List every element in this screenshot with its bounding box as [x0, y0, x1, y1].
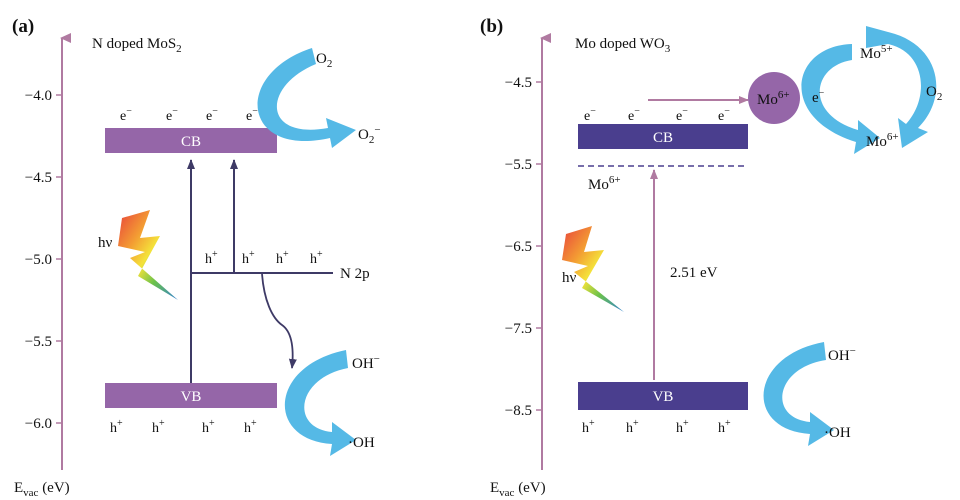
hole-label: h+	[582, 418, 595, 436]
electron-label: e−	[812, 88, 825, 106]
panel-b-valence-band	[578, 382, 748, 410]
panel-a-axis-label: Evac (eV)	[14, 480, 70, 499]
mo5-label: Mo5+	[860, 43, 893, 62]
tick-label: −4.5	[25, 170, 52, 186]
panel-a-photon: hν	[98, 210, 178, 300]
panel-b-cb-electrons: e− e− e− e−	[584, 106, 730, 124]
o2-label: O2	[316, 51, 332, 70]
electron-label: e−	[676, 106, 688, 124]
panel-a-hydroxide-oxidation: OH− ·OH	[284, 350, 380, 456]
panel-a-vb-label: VB	[181, 389, 202, 405]
mo6-label: Mo6+	[866, 131, 899, 150]
hole-label: h+	[205, 249, 218, 267]
panel-b-photon: hν	[562, 226, 624, 312]
hole-label: h+	[110, 418, 123, 436]
dopant-ion-label: Mo6+	[757, 89, 790, 108]
panel-b-cb-label: CB	[653, 130, 673, 146]
tick-label: −4.0	[25, 88, 52, 104]
electron-label: e−	[206, 106, 218, 124]
n2p-label: N 2p	[340, 266, 370, 282]
panel-a: (a) N doped MoS2 −4.0 −4.5 −5.0 −5.5 −6.…	[12, 16, 381, 499]
tick-label: −8.5	[505, 403, 532, 419]
electron-label: e−	[166, 106, 178, 124]
panel-a-title: N doped MoS2	[92, 36, 182, 55]
electron-label: e−	[246, 106, 258, 124]
hydroxyl-radical-label: ·OH	[348, 435, 375, 451]
o2-label: O2	[926, 84, 942, 103]
hole-label: h+	[242, 249, 255, 267]
tick-label: −5.5	[505, 157, 532, 173]
hydroxyl-radical-label: ·OH	[824, 425, 851, 441]
photon-label: hν	[562, 270, 577, 286]
band-gap-label: 2.51 eV	[670, 265, 718, 281]
dopant-ion-circle	[748, 72, 800, 124]
electron-label: e−	[584, 106, 596, 124]
hole-label: h+	[626, 418, 639, 436]
tick-label: −5.0	[25, 252, 52, 268]
electron-label: e−	[628, 106, 640, 124]
curved-arrow-icon	[866, 26, 937, 148]
photon-label: hν	[98, 235, 113, 251]
hole-label: h+	[244, 418, 257, 436]
curved-arrow-icon	[801, 44, 880, 154]
dopant-level-label: Mo6+	[588, 174, 621, 193]
superoxide-label: O2−	[358, 124, 381, 146]
tick-label: −6.0	[25, 416, 52, 432]
tick-label: −5.5	[25, 334, 52, 350]
hydroxide-label: OH−	[352, 353, 380, 372]
hole-transfer-arrow	[261, 273, 297, 369]
panel-b-ticks: −4.5 −5.5 −6.5 −7.5 −8.5	[505, 75, 542, 419]
lightning-bolt-icon	[562, 226, 624, 312]
panel-b-title: Mo doped WO3	[575, 36, 671, 55]
panel-b-vb-holes: h+ h+ h+ h+	[582, 418, 731, 436]
hole-label: h+	[276, 249, 289, 267]
panel-a-conduction-band	[105, 128, 277, 153]
panel-b-label: (b)	[480, 16, 503, 37]
panel-a-valence-band	[105, 383, 277, 408]
panel-b-conduction-band	[578, 124, 748, 149]
panel-a-ticks: −4.0 −4.5 −5.0 −5.5 −6.0	[25, 88, 62, 432]
panel-b-hydroxide-oxidation: OH− ·OH	[763, 342, 856, 446]
hole-label: h+	[152, 418, 165, 436]
hole-label: h+	[310, 249, 323, 267]
curved-arrow-icon	[763, 342, 834, 446]
panel-b-redox-cycle: e− Mo5+ Mo6+ O2	[801, 26, 942, 154]
panel-a-label: (a)	[12, 16, 34, 37]
curved-arrow-icon	[257, 48, 356, 148]
electron-label: e−	[718, 106, 730, 124]
panel-a-cb-electrons: e− e− e− e−	[120, 106, 258, 124]
panel-a-vb-holes: h+ h+ h+ h+	[110, 418, 257, 436]
tick-label: −6.5	[505, 239, 532, 255]
hole-label: h+	[718, 418, 731, 436]
panel-b-axis-label: Evac (eV)	[490, 480, 546, 499]
tick-label: −4.5	[505, 75, 532, 91]
curved-arrow-icon	[284, 350, 356, 456]
electron-label: e−	[120, 106, 132, 124]
lightning-bolt-icon	[118, 210, 178, 300]
panel-b-vb-label: VB	[653, 389, 674, 405]
panel-a-cb-label: CB	[181, 134, 201, 150]
hole-label: h+	[202, 418, 215, 436]
panel-b: (b) Mo doped WO3 −4.5 −5.5 −6.5 −7.5 −8.…	[480, 16, 942, 499]
hydroxide-label: OH−	[828, 345, 856, 364]
hole-label: h+	[676, 418, 689, 436]
tick-label: −7.5	[505, 321, 532, 337]
panel-a-n2p-holes: h+ h+ h+ h+	[205, 249, 323, 267]
panel-a-oxygen-reduction: O2 O2−	[257, 48, 381, 148]
